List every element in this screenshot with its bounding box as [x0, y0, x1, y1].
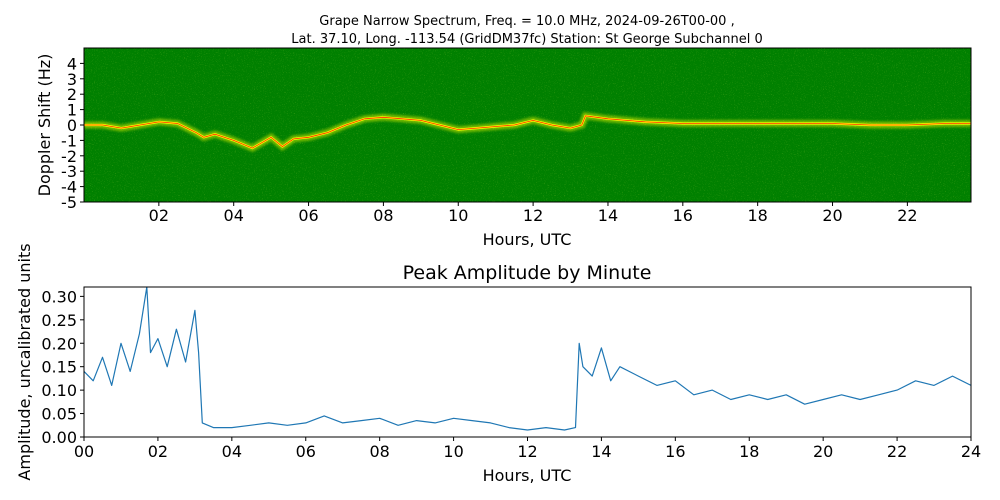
- spectrogram-x-tick-label: 20: [822, 206, 842, 225]
- amplitude-x-tick-label: 02: [148, 442, 168, 461]
- spectrogram-y-tick-label: -3: [61, 162, 77, 181]
- spectrogram-x-tick-label: 16: [673, 206, 693, 225]
- spectrogram-y-tick-label: -1: [61, 131, 77, 150]
- amplitude-x-label: Hours, UTC: [483, 466, 572, 485]
- amplitude-x-tick-label: 20: [813, 442, 833, 461]
- spectrogram-y-tick-label: 4: [67, 54, 77, 73]
- spectrogram-y-tick-label: 2: [67, 85, 77, 104]
- doppler-trace-peak: [84, 115, 971, 149]
- spectrogram-y-tick-label: 1: [67, 101, 77, 120]
- amplitude-y-tick-label: 0.25: [41, 311, 77, 330]
- amplitude-x-tick-label: 10: [443, 442, 463, 461]
- amplitude-frame: [83, 286, 972, 438]
- amplitude-x-tick-label: 04: [222, 442, 242, 461]
- amplitude-y-tick-label: 0.10: [41, 381, 77, 400]
- spectrogram-y-label: Doppler Shift (Hz): [35, 54, 54, 197]
- amplitude-x-tick-label: 08: [369, 442, 389, 461]
- amplitude-line: [84, 287, 971, 431]
- spectrogram-x-tick-label: 10: [448, 206, 468, 225]
- spectrogram-y-tick-label: 3: [67, 70, 77, 89]
- amplitude-x-tick-label: 16: [665, 442, 685, 461]
- doppler-trace: [84, 111, 971, 152]
- spectrogram-y-tick-label: -2: [61, 147, 77, 166]
- spectrogram-y-tick-label: -5: [61, 193, 77, 212]
- amplitude-panel: Peak Amplitude by Minute 00 02 04 06 08 10 12 1…: [15, 243, 981, 485]
- spectrogram-x-tick-label: 04: [224, 206, 244, 225]
- amplitude-y-tick-label: 0.30: [41, 287, 77, 306]
- figure-title-line2: Lat. 37.10, Long. -113.54 (GridDM37fc) S…: [291, 32, 762, 47]
- amplitude-y-label: Amplitude, uncalibrated units: [15, 243, 34, 480]
- spectrogram-y-tick-label: -4: [61, 178, 77, 197]
- amplitude-x-tick-label: 12: [517, 442, 537, 461]
- spectrogram-x-tick-label: 06: [298, 206, 318, 225]
- amplitude-x-ticks: 00 02 04 06 08 10 12 14 16 18 20 22 24: [74, 437, 981, 461]
- amplitude-y-tick-label: 0.05: [41, 405, 77, 424]
- spectrogram-x-tick-label: 14: [598, 206, 618, 225]
- figure-title-line1: Grape Narrow Spectrum, Freq. = 10.0 MHz,…: [319, 14, 734, 29]
- spectrogram-x-ticks: 02 04 06 08 10 12 14 16 18 20 22: [149, 202, 918, 225]
- amplitude-y-tick-label: 0.15: [41, 358, 77, 377]
- spectrogram-x-tick-label: 12: [523, 206, 543, 225]
- spectrogram-x-tick-label: 08: [373, 206, 393, 225]
- amplitude-x-tick-label: 00: [74, 442, 94, 461]
- amplitude-x-tick-label: 22: [887, 442, 907, 461]
- spectrogram-x-tick-label: 18: [747, 206, 767, 225]
- amplitude-x-tick-label: 24: [961, 442, 981, 461]
- amplitude-title: Peak Amplitude by Minute: [403, 262, 652, 284]
- spectrogram-y-tick-label: 0: [67, 116, 77, 135]
- spectrogram-x-tick-label: 02: [149, 206, 169, 225]
- amplitude-x-tick-label: 18: [739, 442, 759, 461]
- amplitude-y-ticks: 0.00 0.05 0.10 0.15 0.20 0.25 0.30: [41, 287, 84, 447]
- spectrogram-x-tick-label: 22: [897, 206, 917, 225]
- amplitude-x-tick-label: 06: [296, 442, 316, 461]
- amplitude-y-tick-label: 0.20: [41, 334, 77, 353]
- spectrogram-x-label: Hours, UTC: [483, 230, 572, 249]
- amplitude-y-tick-label: 0.00: [41, 428, 77, 447]
- amplitude-x-tick-label: 14: [591, 442, 611, 461]
